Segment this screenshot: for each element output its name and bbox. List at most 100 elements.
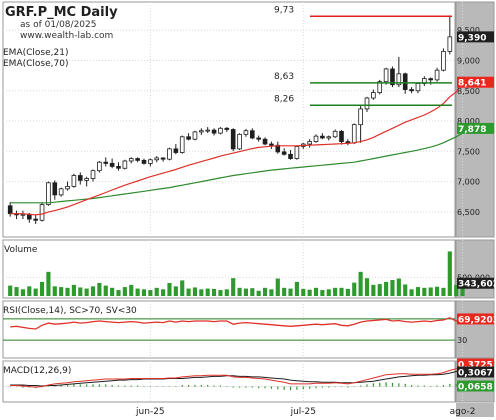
- volume-bar: [390, 280, 395, 296]
- macd-histogram-bar: [86, 384, 88, 387]
- candle-body: [7, 205, 13, 215]
- volume-bar: [103, 285, 108, 296]
- volume-bar: [307, 289, 312, 296]
- price-panel: [2, 1, 456, 238]
- ema70-label: EMA(Close,70): [3, 59, 68, 69]
- price-tick-label: 6,500: [457, 208, 480, 217]
- volume-bar: [186, 288, 191, 296]
- chart-title: GRF.P_MC Daily: [5, 5, 118, 20]
- volume-bar: [377, 284, 382, 296]
- macd-last-label-bg: [457, 366, 494, 378]
- candle-body: [288, 153, 293, 159]
- candle-body: [167, 148, 172, 160]
- price-last-label-bg: [457, 76, 494, 88]
- macd-histogram-bar: [391, 382, 394, 387]
- volume-bar: [243, 288, 248, 296]
- candle-body: [128, 158, 134, 162]
- price-tick-label: 8,000: [457, 117, 480, 126]
- macd-histogram-bar: [251, 386, 253, 388]
- macd-histogram-bar: [28, 386, 30, 388]
- level-label: 8,26: [274, 94, 294, 104]
- macd-histogram-bar: [168, 386, 171, 387]
- macd-histogram-bar: [366, 384, 368, 387]
- macd-histogram-bar: [353, 386, 355, 388]
- candle-body: [71, 175, 77, 187]
- volume-bar: [269, 289, 274, 296]
- macd-histogram-bar: [130, 385, 132, 387]
- candle-body: [135, 158, 140, 161]
- volume-bar: [275, 278, 280, 296]
- macd-last-label: 0,0658: [458, 383, 493, 393]
- volume-bar: [161, 289, 166, 296]
- macd-histogram-bar: [302, 386, 304, 390]
- volume-bar: [345, 288, 350, 296]
- candle-body: [249, 130, 255, 139]
- price-last-label: 7,878: [458, 125, 486, 135]
- macd-histogram-bar: [162, 386, 164, 387]
- macd-histogram-bar: [360, 385, 362, 387]
- rsi-last-label: 69,9203: [458, 315, 496, 325]
- candle-body: [199, 130, 204, 133]
- candle-body: [294, 146, 300, 159]
- candle-body: [192, 131, 198, 140]
- x-axis-corner: [456, 403, 494, 417]
- macd-histogram-bar: [436, 385, 438, 387]
- volume-bar: [415, 287, 421, 296]
- volume-bar: [371, 284, 376, 296]
- volume-bar: [65, 287, 70, 296]
- price-tick-label: 9,000: [457, 56, 480, 65]
- candle-body: [122, 160, 128, 169]
- volume-bar: [326, 289, 331, 296]
- macd-histogram-bar: [92, 384, 94, 387]
- rsi-tick-label: 30: [457, 336, 467, 345]
- candle-body: [46, 182, 51, 205]
- candle-body: [84, 178, 89, 181]
- volume-bar: [339, 287, 344, 296]
- candle-body: [339, 130, 344, 143]
- volume-bar: [282, 287, 287, 296]
- macd-histogram-bar: [410, 384, 413, 387]
- macd-histogram-bar: [181, 384, 183, 387]
- rsi-title: RSI(Close,14), SC>70, SV<30: [3, 306, 137, 316]
- macd-last-label: 0,3067: [458, 369, 493, 379]
- candle-body: [160, 157, 166, 160]
- candle-body: [103, 161, 109, 164]
- volume-bar: [205, 288, 210, 296]
- volume-bar: [352, 282, 357, 296]
- candle-body: [148, 159, 153, 164]
- macd-histogram-bar: [449, 383, 451, 387]
- macd-histogram-bar: [213, 385, 215, 387]
- macd-histogram-bar: [111, 384, 113, 387]
- macd-histogram-bar: [15, 386, 18, 388]
- volume-bar: [441, 287, 446, 296]
- volume-bar: [294, 281, 299, 296]
- candle-body: [307, 141, 312, 145]
- candle-body: [211, 129, 217, 134]
- candle-body: [77, 175, 83, 181]
- macd-histogram-bar: [200, 384, 202, 387]
- volume-bar: [192, 287, 198, 296]
- volume-bar: [148, 290, 153, 296]
- macd-histogram-bar: [385, 382, 387, 387]
- volume-bar: [90, 286, 96, 296]
- macd-histogram-bar: [430, 386, 432, 387]
- macd-histogram-bar: [328, 386, 330, 388]
- ema21-label: EMA(Close,21): [3, 48, 68, 58]
- price-last-label-bg: [457, 122, 494, 134]
- volume-bar: [454, 284, 459, 296]
- rsi-line: [10, 317, 463, 330]
- candle-body: [269, 143, 274, 146]
- volume-last-label: 343,602: [458, 280, 496, 290]
- price-last-label: 9,390: [458, 33, 486, 43]
- volume-bar: [409, 289, 414, 296]
- axis-labels: 6,500 7,000 7,500 8,000 8,500 9,000 9,500 jun-2…: [135, 5, 496, 417]
- candle-body: [402, 73, 408, 90]
- volume-bar: [422, 287, 427, 296]
- macd-last-label-bg: [457, 380, 494, 392]
- volume-bar: [78, 287, 83, 296]
- candle-body: [326, 136, 332, 139]
- volume-bar: [110, 287, 115, 296]
- macd-histogram-bar: [207, 384, 209, 387]
- macd-histogram-bar: [296, 386, 298, 390]
- macd-title: MACD(12,26,9): [3, 366, 71, 376]
